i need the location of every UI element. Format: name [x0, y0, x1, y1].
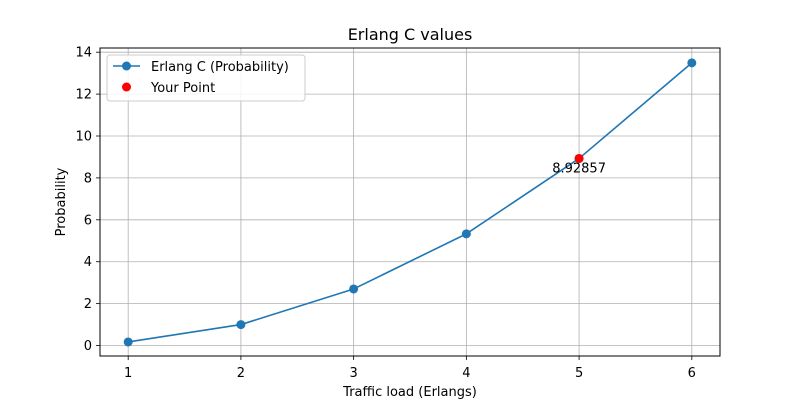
x-tick-label: 2	[237, 366, 245, 381]
legend-label: Erlang C (Probability)	[151, 60, 289, 75]
legend-marker	[122, 61, 131, 71]
legend-marker	[122, 82, 131, 92]
x-tick-label: 1	[124, 366, 132, 381]
data-point-marker	[123, 337, 133, 347]
y-tick-label: 10	[75, 130, 92, 145]
x-axis-label: Traffic load (Erlangs)	[342, 385, 477, 400]
legend-label: Your Point	[150, 81, 215, 96]
legend: Erlang C (Probability) Your Point	[106, 54, 306, 102]
x-tick-label: 6	[688, 366, 696, 381]
annotation-layer: 8.92857	[552, 161, 606, 176]
y-tick-label: 14	[75, 46, 92, 61]
plot-frame	[99, 47, 721, 357]
y-tick-label: 4	[84, 255, 92, 270]
chart-title: Erlang C values	[348, 25, 473, 44]
y-tick-label: 8	[84, 171, 92, 186]
highlight-point-marker	[574, 153, 584, 163]
point-annotation: 8.92857	[552, 161, 606, 176]
y-axis-label: Probability	[54, 167, 69, 236]
x-tick-label: 4	[462, 366, 470, 381]
data-point-marker	[687, 58, 697, 68]
x-tick-label: 3	[349, 366, 357, 381]
data-point-marker	[461, 229, 471, 239]
y-tick-label: 0	[84, 339, 92, 354]
y-tick-label: 2	[84, 297, 92, 312]
data-point-marker	[236, 320, 246, 330]
x-tick-label: 5	[575, 366, 583, 381]
grid-layer	[100, 48, 720, 356]
y-tick-label: 12	[75, 88, 92, 103]
y-tick-label: 6	[84, 213, 92, 228]
series-line	[128, 62, 693, 343]
data-point-marker	[349, 284, 359, 294]
series-layer	[123, 58, 697, 347]
legend-box	[106, 54, 306, 102]
